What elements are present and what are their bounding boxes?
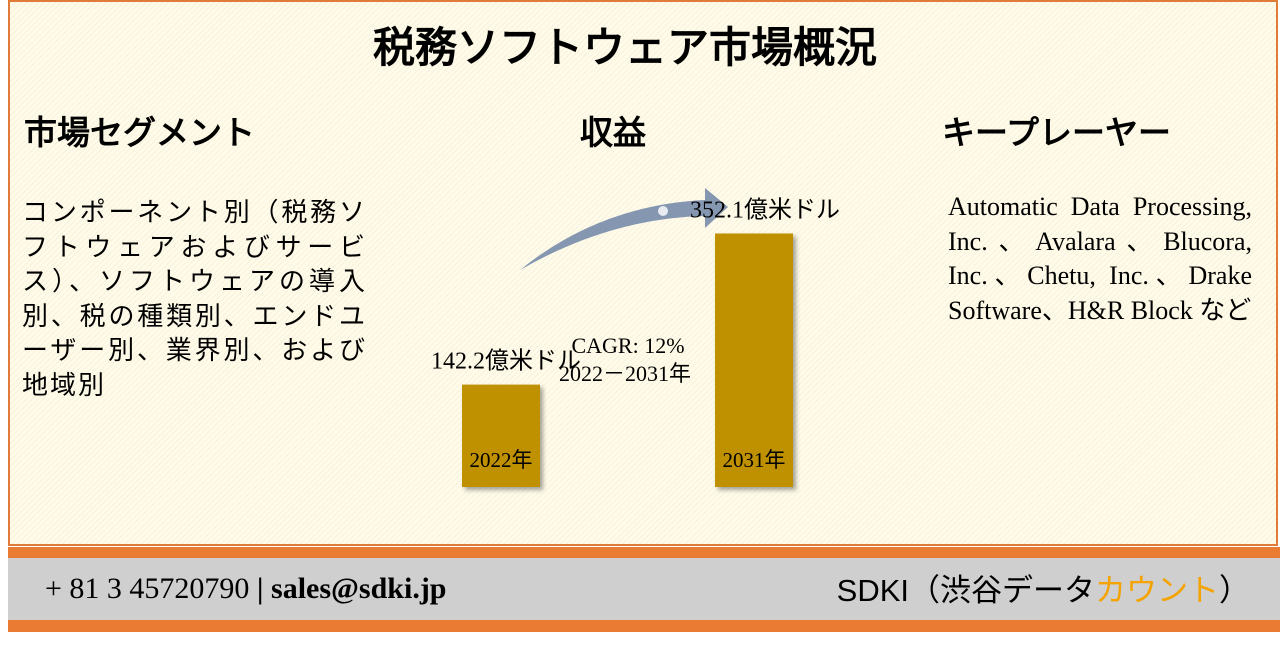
value-label: 142.2億米ドル <box>431 348 581 375</box>
brand-name: SDKI（渋谷データ <box>836 573 1095 608</box>
value-label: 352.1億米ドル <box>690 196 840 223</box>
footer-bar <box>8 558 1280 620</box>
segments-text: コンポーネント別（税務ソフトウェアおよびサービス）、ソフトウェアの導入別、税の種… <box>22 198 367 400</box>
brand-end: ） <box>1219 573 1250 608</box>
footer-stripe <box>8 620 1280 632</box>
phone: + 81 3 45720790 <box>45 572 250 605</box>
contact: + 81 3 45720790 | sales@sdki.jp <box>45 572 447 606</box>
infographic-panel: 税務ソフトウェア市場概況 市場セグメント 収益 キープレーヤー コンポーネント別… <box>8 0 1278 546</box>
players-heading: キープレーヤー <box>942 116 1172 152</box>
revenue-chart: CAGR: 12% 2022－2031年 2022年 142.2億米ドル 2031年… <box>431 188 840 487</box>
bar <box>715 233 793 487</box>
segments-heading: 市場セグメント <box>24 116 255 152</box>
bar <box>462 384 540 487</box>
revenue-heading: 収益 <box>580 116 646 152</box>
brand: SDKI（渋谷データカウント） <box>837 565 1250 610</box>
footer-stripe <box>8 547 1280 558</box>
email[interactable]: sales@sdki.jp <box>271 572 447 605</box>
category-label: 2031年 <box>723 448 786 472</box>
title: 税務ソフトウェア市場概況 <box>372 26 877 72</box>
players-text: Automatic Data Processing, Inc.、Avalara、… <box>948 192 1252 325</box>
growth-arrow <box>520 188 728 270</box>
category-label: 2022年 <box>470 448 533 472</box>
separator: | <box>256 572 264 605</box>
brand-highlight: カウント <box>1095 573 1219 608</box>
period: 2022－2031年 <box>559 361 691 386</box>
arrow-dot <box>658 206 668 216</box>
cagr: CAGR: 12% <box>571 333 684 358</box>
